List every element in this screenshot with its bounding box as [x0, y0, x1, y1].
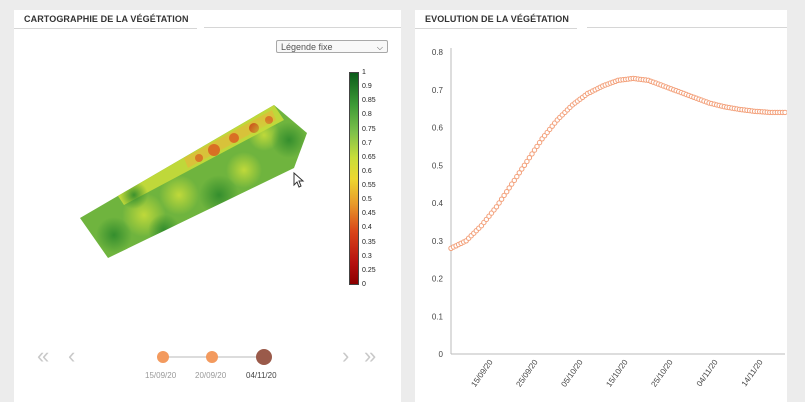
vegetation-map-panel: CARTOGRAPHIE DE LA VÉGÉTATION Légende fi…: [14, 10, 401, 402]
data-point: [519, 166, 525, 172]
timeline-dot[interactable]: [206, 351, 218, 363]
y-tick-label: 0.2: [432, 275, 444, 284]
x-tick-label: 14/11/20: [740, 358, 765, 389]
color-scale-label: 0.7: [362, 139, 372, 147]
timeline-date[interactable]: 20/09/20: [195, 371, 227, 380]
chevron-right-icon[interactable]: ›: [342, 343, 350, 368]
data-point: [506, 185, 512, 191]
y-tick-label: 0.1: [432, 312, 444, 321]
color-scale-label: 0.55: [362, 182, 376, 190]
data-point: [536, 139, 543, 146]
y-tick-label: 0.6: [432, 124, 444, 133]
data-point: [511, 177, 518, 184]
series-line: [450, 77, 785, 249]
x-tick-label: 25/09/20: [514, 358, 540, 389]
data-point: [782, 109, 787, 116]
legend-select[interactable]: Légende fixe ⌵: [276, 40, 388, 53]
data-point: [501, 192, 507, 199]
y-tick-label: 0.7: [432, 86, 444, 95]
x-tick-label: 05/10/20: [559, 358, 585, 389]
color-scale-label: 0.9: [362, 83, 372, 91]
evolution-chart: 0 0.1 0.2 0.3 0.4 0.5 0.6 0.7 0.8 15/09/20 25/09/2…: [432, 48, 787, 389]
vegetation-map[interactable]: [14, 10, 401, 402]
data-point: [496, 200, 502, 206]
color-scale-label: 0.75: [362, 125, 376, 133]
color-scale-label: 0.35: [362, 238, 376, 246]
color-scale-label: 0.45: [362, 210, 376, 218]
panel-title: CARTOGRAPHIE DE LA VÉGÉTATION: [14, 10, 197, 29]
data-point: [529, 151, 535, 157]
legend-select-value: Légende fixe: [281, 42, 333, 52]
color-scale-label: 0.6: [362, 167, 372, 175]
x-tick-label: 15/10/20: [604, 358, 630, 389]
y-tick-label: 0: [439, 350, 444, 359]
timeline-date-active[interactable]: 04/11/20: [246, 371, 277, 380]
vegetation-evolution-panel: EVOLUTION DE LA VÉGÉTATION 0 0.1 0.2 0.3 0.4…: [415, 10, 787, 402]
data-point: [504, 189, 510, 195]
x-tick-label: 25/10/20: [649, 358, 675, 389]
color-scale-label: 0.5: [362, 196, 372, 204]
timeline-date[interactable]: 15/09/20: [145, 371, 177, 380]
data-point: [524, 158, 530, 165]
data-point: [498, 196, 505, 202]
color-scale-label: 0.85: [362, 97, 376, 105]
double-chevron-left-icon[interactable]: «: [37, 343, 50, 368]
double-chevron-right-icon[interactable]: »: [364, 343, 377, 368]
color-scale-bar: [349, 72, 359, 285]
chevron-left-icon[interactable]: ‹: [68, 343, 76, 368]
x-tick-label: 04/11/20: [695, 358, 720, 389]
data-point: [509, 181, 515, 187]
color-scale-label: 0.4: [362, 224, 372, 232]
timeline-dot-active[interactable]: [256, 349, 272, 365]
x-tick-label: 15/09/20: [469, 358, 495, 389]
timeline-dot[interactable]: [157, 351, 169, 363]
color-scale-label: 0: [362, 281, 366, 288]
data-point: [534, 143, 540, 150]
data-point: [493, 204, 500, 210]
y-tick-label: 0.4: [432, 199, 444, 208]
data-point: [526, 155, 533, 161]
panel-title: EVOLUTION DE LA VÉGÉTATION: [415, 10, 577, 29]
divider: [204, 27, 401, 28]
y-tick-label: 0.5: [432, 161, 444, 170]
timeline: [157, 349, 272, 365]
y-tick-label: 0.3: [432, 237, 444, 246]
y-tick-label: 0.8: [432, 48, 444, 57]
divider: [587, 27, 787, 28]
mouse-cursor-icon: [293, 172, 305, 188]
data-point: [514, 173, 520, 180]
data-point: [516, 170, 523, 176]
color-scale-label: 0.25: [362, 266, 376, 274]
color-scale-label: 1: [362, 69, 366, 76]
color-scale-label: 0.65: [362, 153, 376, 161]
data-point: [521, 162, 528, 169]
color-scale-label: 0.3: [362, 252, 372, 260]
data-point: [531, 147, 538, 153]
chevron-down-icon: ⌵: [376, 43, 383, 52]
color-scale-label: 0.8: [362, 111, 372, 119]
